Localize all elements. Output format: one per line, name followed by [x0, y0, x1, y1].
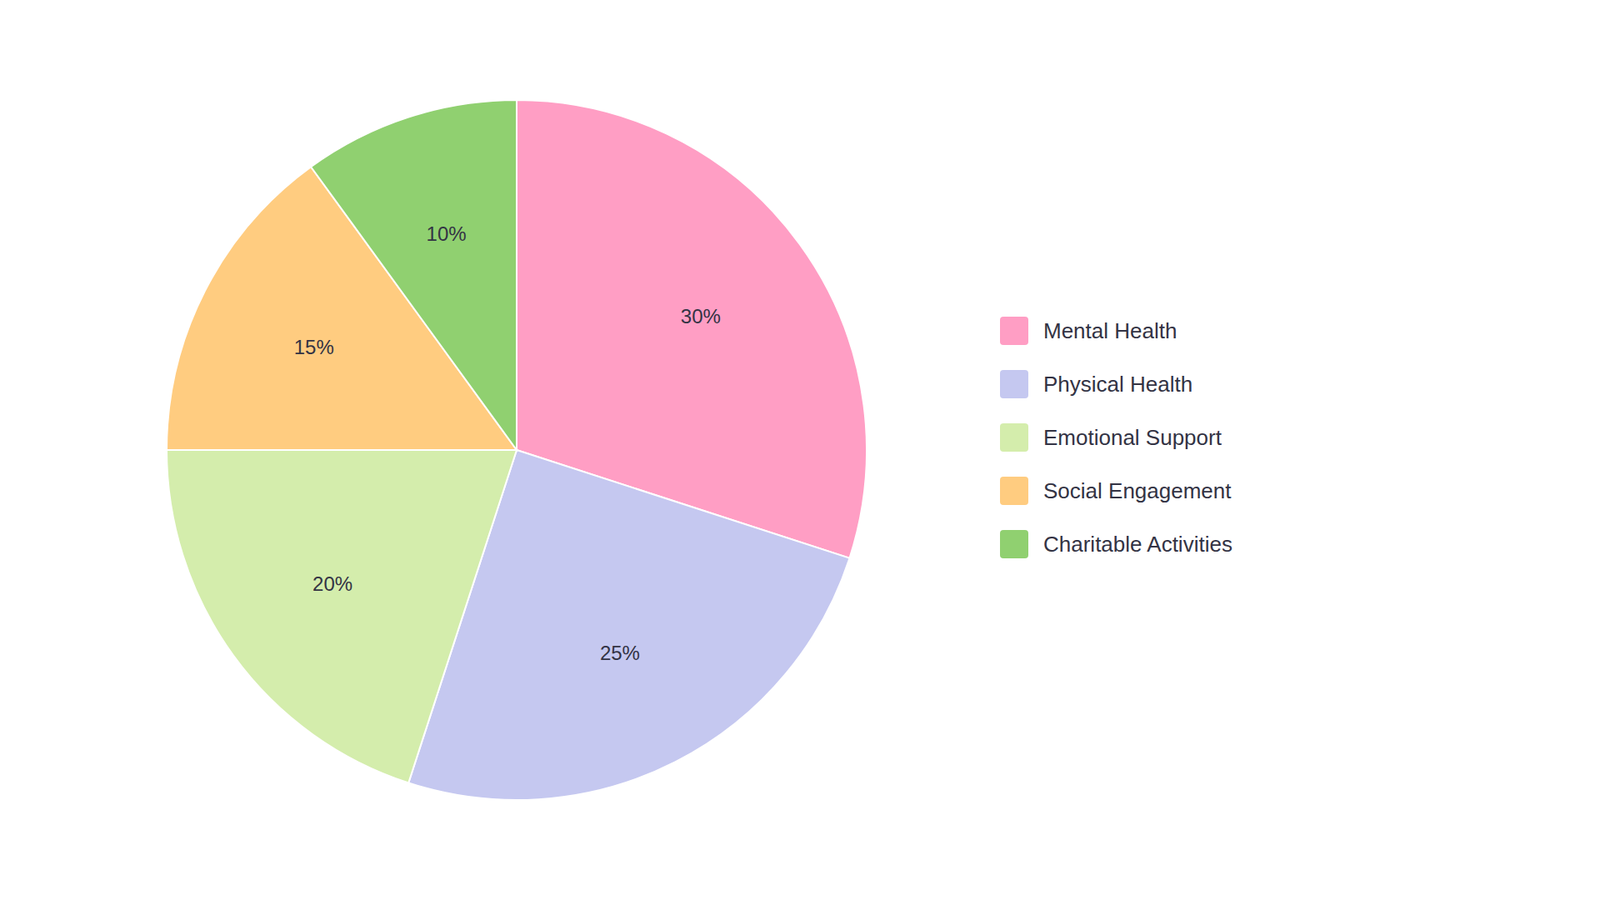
- legend-label: Emotional Support: [1043, 425, 1223, 450]
- data-label: 25%: [600, 641, 640, 665]
- legend: Mental Health Physical Health Emotional Su…: [1000, 316, 1233, 559]
- legend-swatch: [1000, 423, 1029, 452]
- legend-swatch: [1000, 476, 1029, 505]
- chart-svg: 30% 25% 20% 15% 10% Mental Health Physical Hea…: [0, 0, 1600, 900]
- legend-swatch: [1000, 316, 1029, 345]
- pie-slice: [310, 100, 517, 450]
- data-label: 10%: [426, 222, 467, 245]
- data-label: 30%: [680, 305, 721, 328]
- legend-swatch: [1000, 530, 1029, 559]
- legend-label: Physical Health: [1043, 371, 1193, 397]
- legend-label: Social Engagement: [1043, 478, 1232, 504]
- pie: [166, 100, 867, 800]
- pie-labels: 30% 25% 20% 15% 10%: [294, 222, 721, 665]
- legend-swatch: [1000, 370, 1029, 399]
- legend-label: Mental Health: [1043, 318, 1177, 344]
- data-label: 15%: [294, 335, 335, 359]
- chart-container: 30% 25% 20% 15% 10% Mental Health Physical Hea…: [0, 0, 1600, 900]
- data-label: 20%: [312, 572, 353, 595]
- legend-label: Charitable Activities: [1043, 531, 1233, 557]
- pie-slice: [166, 450, 517, 783]
